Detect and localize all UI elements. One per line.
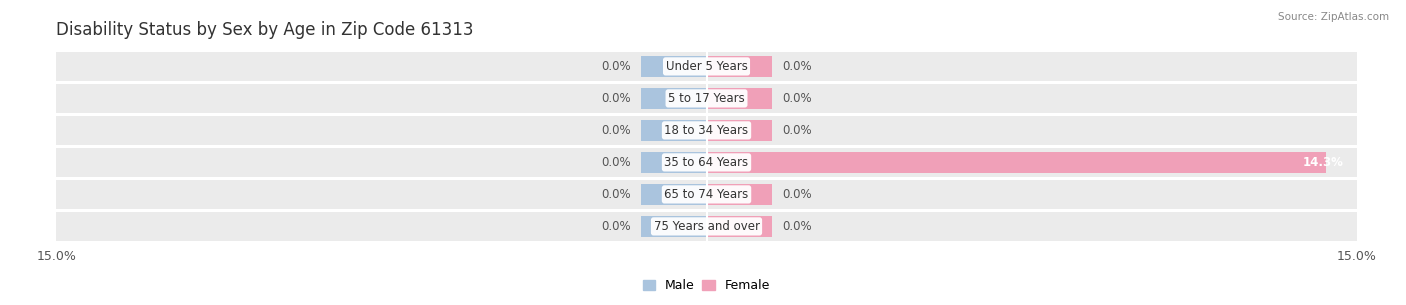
Text: 0.0%: 0.0% [782, 220, 813, 233]
Text: 0.0%: 0.0% [782, 124, 813, 137]
Text: Disability Status by Sex by Age in Zip Code 61313: Disability Status by Sex by Age in Zip C… [56, 21, 474, 39]
Bar [641, 152, 707, 173]
Bar [707, 216, 772, 237]
Bar [641, 120, 707, 141]
Bar [56, 52, 1357, 81]
Text: 0.0%: 0.0% [600, 156, 631, 169]
Bar [56, 212, 1357, 241]
Bar [707, 88, 772, 109]
Text: 5 to 17 Years: 5 to 17 Years [668, 92, 745, 105]
Text: 75 Years and over: 75 Years and over [654, 220, 759, 233]
Bar [641, 184, 707, 205]
Text: 0.0%: 0.0% [600, 92, 631, 105]
Text: 35 to 64 Years: 35 to 64 Years [665, 156, 748, 169]
Text: 0.0%: 0.0% [782, 92, 813, 105]
Text: 0.0%: 0.0% [600, 220, 631, 233]
Bar [707, 152, 1326, 173]
Text: 0.0%: 0.0% [600, 124, 631, 137]
Text: 0.0%: 0.0% [600, 188, 631, 201]
Bar [56, 180, 1357, 209]
Bar [56, 84, 1357, 113]
Text: 0.0%: 0.0% [600, 60, 631, 73]
Bar [641, 88, 707, 109]
Text: 18 to 34 Years: 18 to 34 Years [665, 124, 748, 137]
Bar [707, 184, 772, 205]
Text: Under 5 Years: Under 5 Years [665, 60, 748, 73]
Bar [56, 148, 1357, 177]
Legend: Male, Female: Male, Female [643, 279, 770, 292]
Text: 0.0%: 0.0% [782, 60, 813, 73]
Bar [707, 56, 772, 77]
Bar [707, 120, 772, 141]
Text: Source: ZipAtlas.com: Source: ZipAtlas.com [1278, 12, 1389, 22]
Bar [56, 116, 1357, 145]
Text: 0.0%: 0.0% [782, 188, 813, 201]
Text: 65 to 74 Years: 65 to 74 Years [665, 188, 748, 201]
Bar [641, 56, 707, 77]
Text: 14.3%: 14.3% [1303, 156, 1344, 169]
Bar [641, 216, 707, 237]
